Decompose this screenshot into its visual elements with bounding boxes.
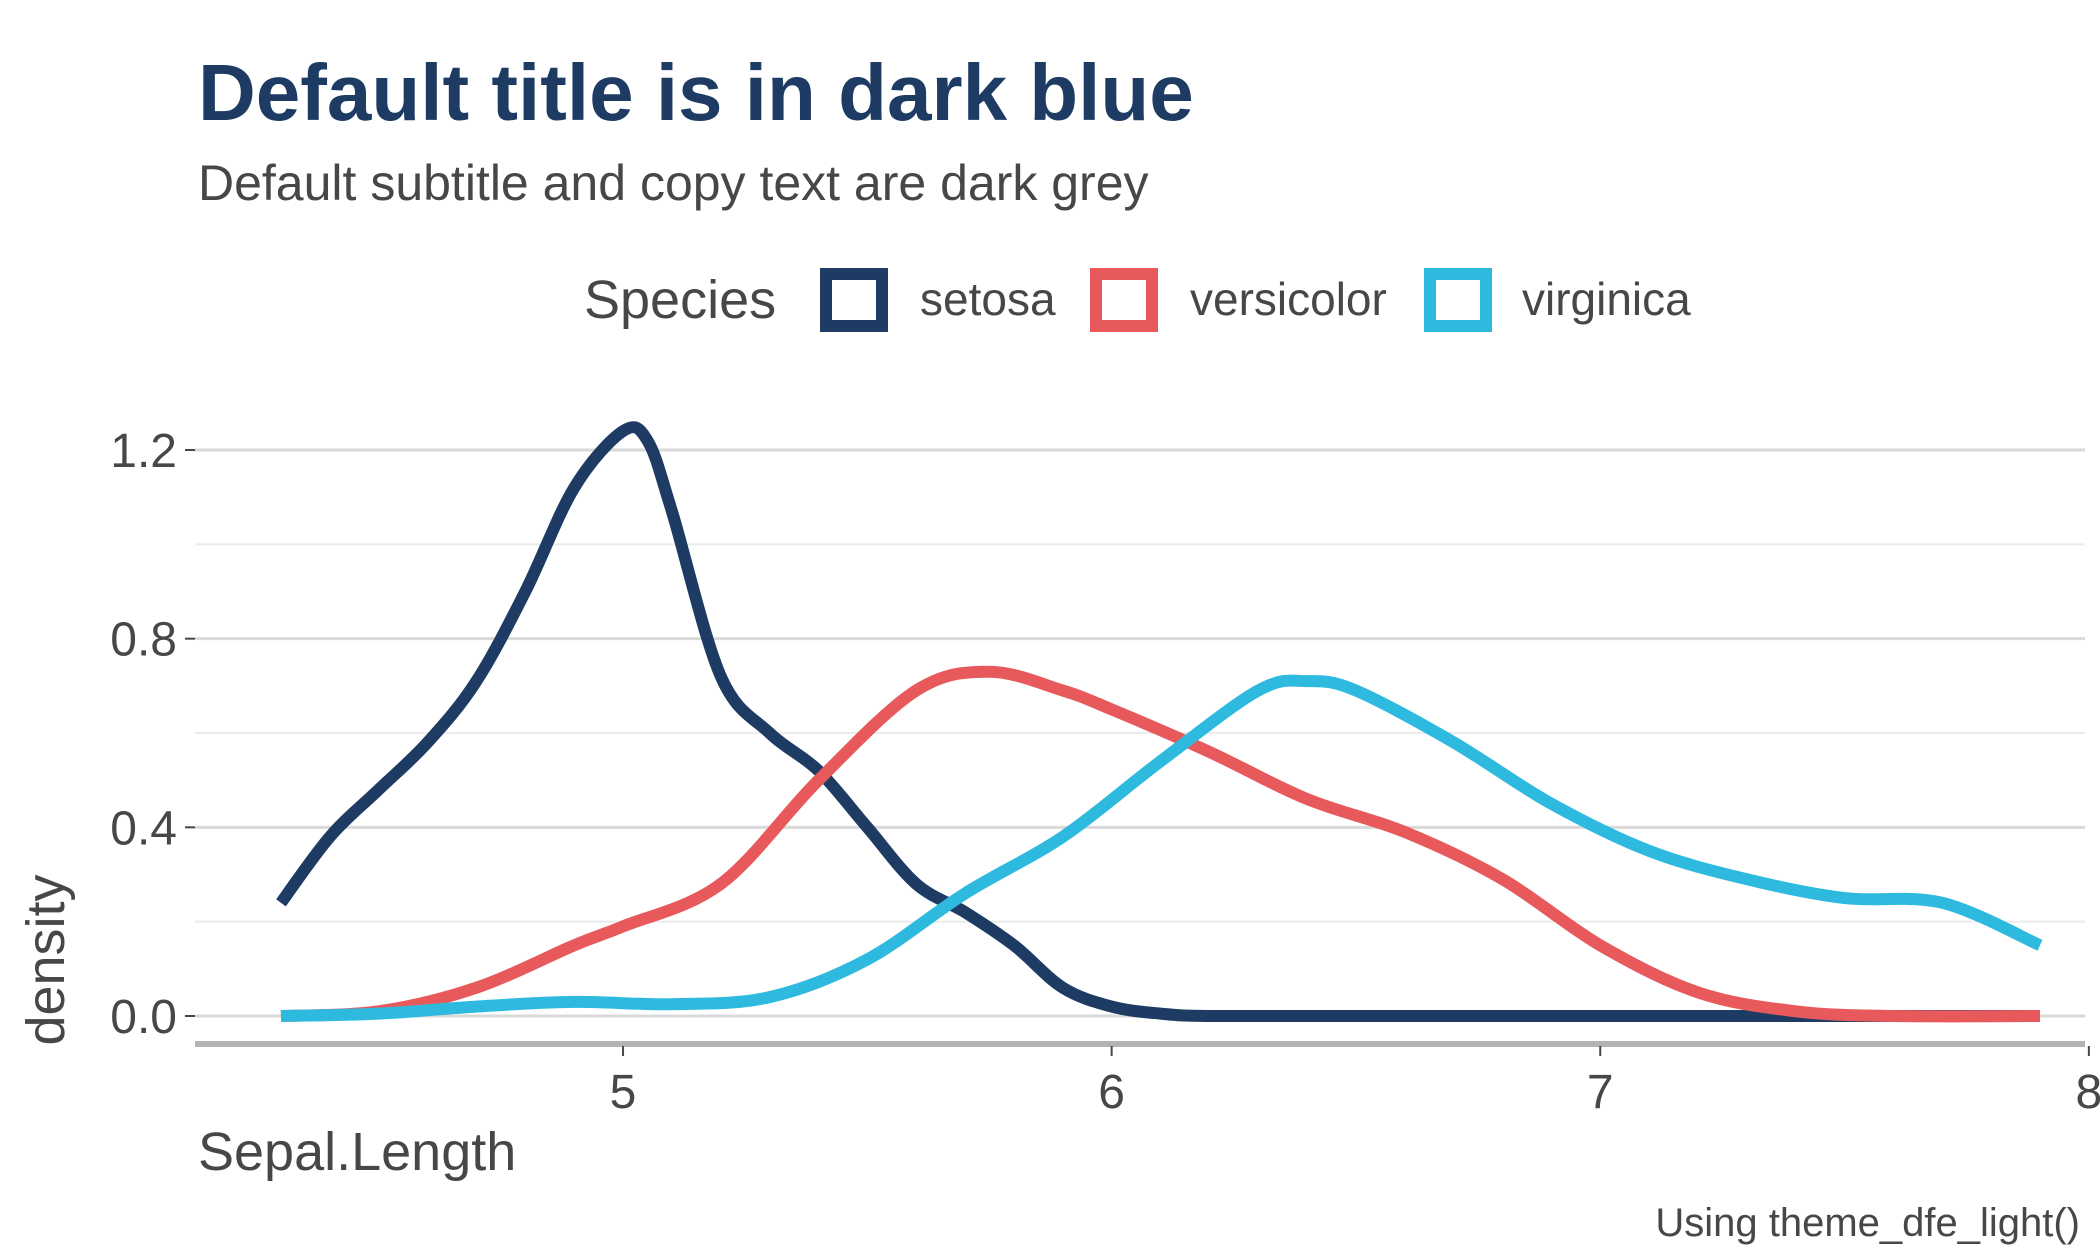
legend-key-versicolor <box>1090 268 1158 332</box>
series-line-setosa <box>276 421 2040 1023</box>
y-tick-label: 1.2 <box>110 425 177 478</box>
legend-label-virginica: virginica <box>1522 273 1691 325</box>
x-axis-title: Sepal.Length <box>198 1122 516 1182</box>
legend-key-setosa <box>820 268 888 332</box>
x-tick-label: 7 <box>1587 1066 1614 1119</box>
y-axis-title: density <box>16 874 76 1045</box>
y-tick-label: 0.8 <box>110 614 177 667</box>
x-tick-label: 8 <box>2076 1066 2100 1119</box>
axes: 0.0 0.4 0.8 1.2 5 6 7 8 <box>110 425 2100 1119</box>
series-line-versicolor <box>280 665 2041 1023</box>
series-line-virginica <box>280 674 2043 1022</box>
legend-label-setosa: setosa <box>920 273 1056 325</box>
chart-subtitle: Default subtitle and copy text are dark … <box>198 155 1149 211</box>
chart-caption: Using theme_dfe_light() <box>1655 1201 2080 1245</box>
x-tick-label: 6 <box>1098 1066 1125 1119</box>
y-tick-label: 0.0 <box>110 991 177 1044</box>
legend-key-virginica <box>1424 268 1492 332</box>
legend: Species setosa versicolor virginica <box>584 268 1691 332</box>
legend-title: Species <box>584 270 776 330</box>
x-tick-label: 5 <box>610 1066 637 1119</box>
y-tick-label: 0.4 <box>110 802 177 855</box>
legend-label-versicolor: versicolor <box>1190 273 1387 325</box>
grid <box>195 448 2085 1018</box>
chart-title: Default title is in dark blue <box>198 48 1194 137</box>
series-layer <box>276 421 2043 1023</box>
